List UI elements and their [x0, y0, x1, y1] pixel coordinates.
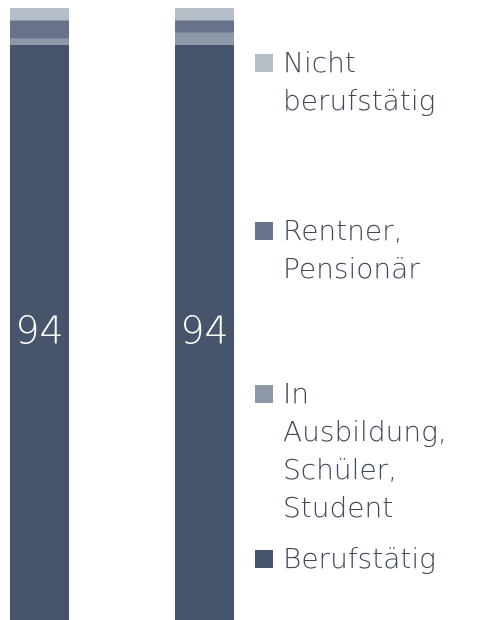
- legend-item: Nicht berufstätig: [255, 44, 487, 120]
- bar-segment: [175, 32, 234, 45]
- legend-label: Rentner, Pensionär: [283, 214, 420, 285]
- legend-item: Rentner, Pensionär: [255, 212, 487, 288]
- bar-segment: [10, 44, 69, 620]
- legend-swatch: [255, 54, 273, 72]
- legend-swatch: [255, 550, 273, 568]
- legend-item: Berufstätig: [255, 540, 487, 578]
- legend-label: Nicht berufstätig: [283, 46, 436, 117]
- value-label: 94: [15, 309, 63, 353]
- bar-segment: [175, 8, 234, 21]
- bar-segment: [10, 20, 69, 39]
- bar-segment: [175, 44, 234, 620]
- bar-segment: [10, 8, 69, 21]
- bar-segment: [175, 20, 234, 33]
- value-label: 94: [180, 309, 228, 353]
- legend-swatch: [255, 385, 273, 403]
- legend-item: In Ausbildung, Schüler, Student: [255, 375, 487, 527]
- legend-swatch: [255, 222, 273, 240]
- legend-label: Berufstätig: [283, 542, 436, 575]
- legend-label: In Ausbildung, Schüler, Student: [283, 377, 447, 524]
- bar-segment: [10, 38, 69, 45]
